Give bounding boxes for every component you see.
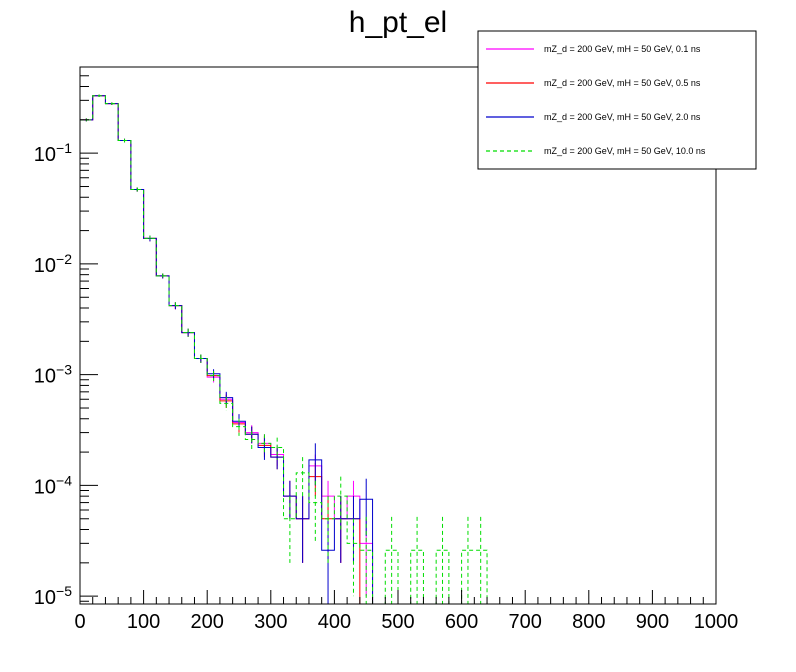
legend-entry: mZ_d = 200 GeV, mH = 50 GeV, 0.5 ns — [486, 78, 701, 88]
x-tick-label: 900 — [636, 611, 669, 633]
series-line — [80, 95, 716, 604]
y-tick-label: 10−1 — [34, 140, 72, 166]
x-tick-label: 300 — [254, 611, 287, 633]
series-4 — [80, 94, 716, 604]
x-tick-label: 800 — [572, 611, 605, 633]
legend-entry: mZ_d = 200 GeV, mH = 50 GeV, 0.1 ns — [486, 44, 701, 54]
x-tick-label: 400 — [318, 611, 351, 633]
legend-entry: mZ_d = 200 GeV, mH = 50 GeV, 10.0 ns — [486, 146, 706, 156]
series-3 — [80, 94, 716, 604]
legend-label: mZ_d = 200 GeV, mH = 50 GeV, 0.1 ns — [544, 44, 701, 54]
series-1 — [80, 94, 716, 604]
x-tick-label: 100 — [127, 611, 160, 633]
legend-entry: mZ_d = 200 GeV, mH = 50 GeV, 2.0 ns — [486, 112, 701, 122]
series-2 — [80, 94, 716, 604]
y-tick-label: 10−2 — [34, 251, 72, 277]
series-line — [80, 95, 716, 604]
chart-title: h_pt_el — [348, 6, 448, 39]
legend-label: mZ_d = 200 GeV, mH = 50 GeV, 10.0 ns — [544, 146, 706, 156]
x-tick-label: 200 — [191, 611, 224, 633]
y-tick-label: 10−3 — [34, 362, 72, 388]
series-line — [80, 95, 716, 604]
legend-label: mZ_d = 200 GeV, mH = 50 GeV, 0.5 ns — [544, 78, 701, 88]
y-tick-label: 10−4 — [34, 472, 72, 498]
x-tick-label: 0 — [74, 611, 85, 633]
series-line — [80, 95, 716, 604]
y-tick-label: 10−5 — [34, 583, 72, 609]
x-tick-label: 500 — [381, 611, 414, 633]
x-tick-label: 1000 — [694, 611, 739, 633]
legend-box — [477, 30, 757, 170]
x-tick-label: 600 — [445, 611, 478, 633]
x-tick-label: 700 — [509, 611, 542, 633]
legend-label: mZ_d = 200 GeV, mH = 50 GeV, 2.0 ns — [544, 112, 701, 122]
